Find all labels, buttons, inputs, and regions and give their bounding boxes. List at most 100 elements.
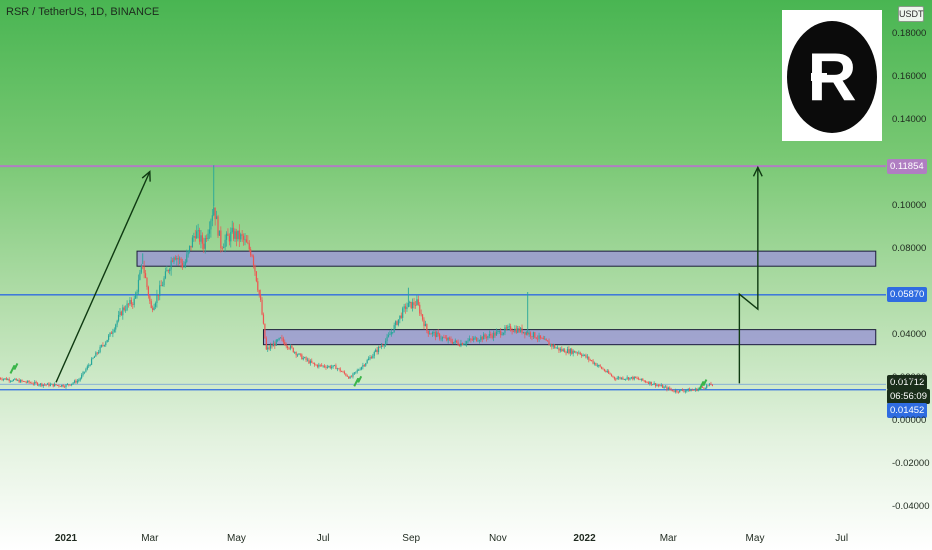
- candle-body: [79, 378, 81, 381]
- candle-body: [544, 338, 546, 340]
- candle-body: [622, 377, 624, 380]
- candle-body: [65, 384, 67, 388]
- currency-badge[interactable]: USDT: [898, 6, 924, 22]
- candle-body: [585, 354, 587, 358]
- candle-body: [358, 369, 360, 371]
- candle-body: [9, 380, 12, 382]
- candle-body: [122, 307, 124, 316]
- candle-body: [534, 332, 536, 338]
- candle-body: [5, 378, 7, 380]
- candle-body: [162, 285, 164, 287]
- candle-body: [123, 307, 125, 310]
- y-tick-label: -0.04000: [892, 501, 930, 512]
- candle-body: [693, 389, 695, 391]
- candle-body: [278, 338, 280, 340]
- candle-body: [191, 237, 194, 248]
- price-tag-countdown: 06:56:09: [887, 389, 930, 404]
- candle-body: [379, 346, 381, 348]
- x-tick-label: 2021: [54, 533, 78, 544]
- candle-body: [475, 337, 478, 342]
- candle-body: [659, 385, 661, 387]
- candle-body: [412, 302, 414, 309]
- candle-body: [633, 376, 635, 380]
- candle-body: [447, 337, 449, 341]
- candle-body: [701, 387, 704, 388]
- candle-body: [305, 357, 307, 360]
- candle-body: [592, 360, 594, 364]
- candle-body: [525, 332, 527, 335]
- candle-body: [341, 371, 343, 373]
- candle-body: [143, 266, 145, 274]
- candle-body: [507, 326, 509, 329]
- candle-body: [443, 337, 445, 339]
- candle-body: [430, 333, 432, 335]
- candle-body: [609, 373, 611, 375]
- candle-body: [76, 380, 78, 383]
- price-tag-last: 0.01712: [887, 375, 928, 390]
- candle-body: [573, 350, 576, 353]
- candle-body: [197, 230, 199, 232]
- candle-body: [69, 384, 71, 386]
- candle-body: [325, 366, 327, 368]
- candle-body: [518, 328, 520, 332]
- candle-body: [73, 380, 76, 383]
- candle-body: [477, 340, 479, 342]
- candle-body: [521, 327, 523, 333]
- candle-body: [434, 332, 436, 338]
- candle-body: [113, 329, 115, 332]
- candle-body: [211, 215, 213, 221]
- candle-body: [200, 235, 202, 242]
- candle-body: [706, 385, 708, 389]
- candle-body: [473, 338, 475, 340]
- candle-body: [605, 370, 607, 372]
- candle-body: [409, 301, 411, 304]
- candle-body: [136, 291, 138, 294]
- candle-body: [555, 347, 557, 349]
- candle-body: [261, 299, 263, 315]
- symbol-title[interactable]: RSR / TetherUS, 1D, BINANCE: [6, 6, 160, 18]
- candle-body: [511, 330, 513, 332]
- candle-body: [350, 376, 353, 378]
- candle-body: [125, 309, 127, 311]
- candle-body: [187, 250, 189, 255]
- candle-body: [376, 349, 378, 353]
- candle-body: [61, 384, 63, 387]
- candle-body: [602, 368, 604, 370]
- candle-body: [674, 390, 677, 392]
- candle-body: [190, 245, 192, 248]
- candle-body: [318, 364, 320, 367]
- candle-body: [38, 384, 40, 386]
- candle-body: [497, 331, 499, 332]
- x-tick-label: 2022: [573, 533, 596, 544]
- candle-body: [575, 352, 577, 354]
- candle-body: [355, 371, 357, 373]
- candle-body: [183, 266, 185, 268]
- candle-body: [31, 382, 33, 384]
- candle-body: [188, 245, 191, 251]
- x-tick-label: Mar: [659, 533, 677, 544]
- candle-body: [160, 285, 162, 287]
- candle-body: [24, 381, 26, 383]
- candle-body: [494, 332, 496, 336]
- candle-body: [599, 365, 601, 367]
- candle-body: [218, 230, 221, 236]
- candle-body: [483, 334, 485, 340]
- candle-body: [173, 257, 175, 262]
- candle-body: [687, 388, 689, 391]
- candle-body: [17, 379, 19, 381]
- candle-body: [257, 281, 259, 291]
- candle-body: [322, 365, 324, 367]
- candle-body: [662, 385, 664, 388]
- candle-body: [657, 385, 659, 386]
- candle-body: [7, 379, 9, 380]
- candle-body: [142, 266, 144, 267]
- candle-body: [454, 340, 456, 342]
- candle-body: [484, 334, 486, 337]
- candle-body: [549, 344, 552, 346]
- candle-body: [588, 356, 590, 360]
- candle-body: [689, 388, 691, 392]
- candle-body: [129, 300, 131, 305]
- candle-body: [500, 331, 502, 336]
